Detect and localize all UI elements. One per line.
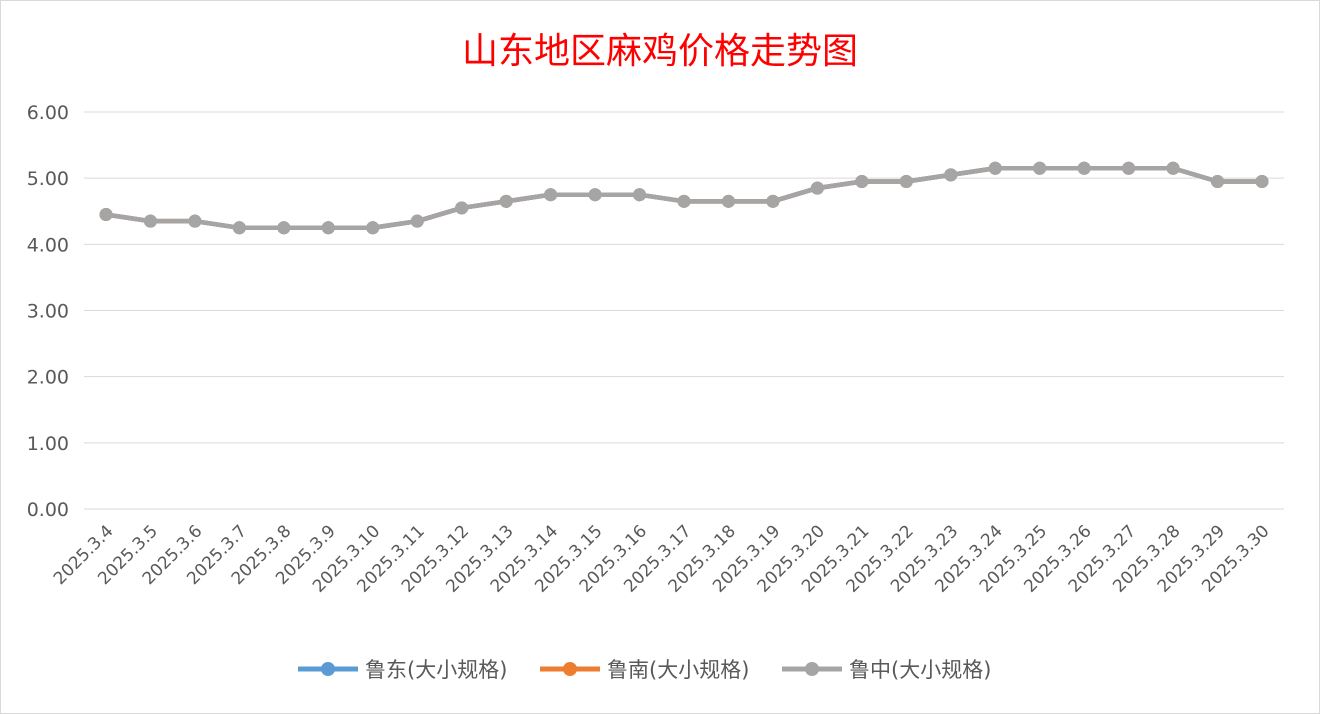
legend-swatch-marker	[563, 662, 577, 676]
data-point	[143, 214, 157, 228]
y-tick-label: 6.00	[27, 102, 69, 124]
data-point	[899, 174, 913, 188]
y-tick-label: 0.00	[27, 499, 69, 521]
gridlines	[84, 111, 1284, 510]
data-point	[544, 188, 558, 202]
data-point	[232, 221, 246, 235]
y-tick-label: 5.00	[27, 168, 69, 190]
data-point	[99, 208, 113, 222]
chart-title: 山东地区麻鸡价格走势图	[461, 31, 858, 72]
data-point	[588, 188, 602, 202]
legend-label: 鲁中(大小规格)	[849, 658, 991, 682]
y-tick-label: 4.00	[27, 234, 69, 256]
y-axis-ticks: 0.00 1.00 2.00 3.00 4.00 5.00 6.00	[27, 102, 69, 521]
data-point	[1077, 161, 1091, 175]
data-point	[677, 194, 691, 208]
y-tick-label: 1.00	[27, 433, 69, 455]
data-point	[633, 188, 647, 202]
data-point	[1166, 161, 1180, 175]
data-point	[810, 181, 824, 195]
x-axis-ticks: 2025.3.42025.3.52025.3.62025.3.72025.3.8…	[50, 521, 1274, 596]
data-point	[1255, 174, 1269, 188]
legend-swatch-marker	[321, 662, 335, 676]
data-point	[988, 161, 1002, 175]
y-tick-label: 3.00	[27, 301, 69, 323]
data-point	[321, 221, 335, 235]
legend-label: 鲁东(大小规格)	[365, 658, 507, 682]
series-3	[99, 161, 1269, 235]
data-point	[455, 201, 469, 215]
data-point	[277, 221, 291, 235]
legend: 鲁东(大小规格) 鲁南(大小规格) 鲁中(大小规格)	[298, 658, 991, 682]
data-point	[188, 214, 202, 228]
data-point	[499, 194, 513, 208]
data-point	[1211, 174, 1225, 188]
data-point	[855, 174, 869, 188]
legend-label: 鲁南(大小规格)	[607, 658, 749, 682]
data-point	[1033, 161, 1047, 175]
data-point	[1122, 161, 1136, 175]
data-point	[721, 194, 735, 208]
data-point	[410, 214, 424, 228]
data-point	[766, 194, 780, 208]
series-lines	[99, 161, 1269, 235]
data-point	[944, 168, 958, 182]
legend-swatch-marker	[805, 662, 819, 676]
data-point	[366, 221, 380, 235]
y-tick-label: 2.00	[27, 367, 69, 389]
